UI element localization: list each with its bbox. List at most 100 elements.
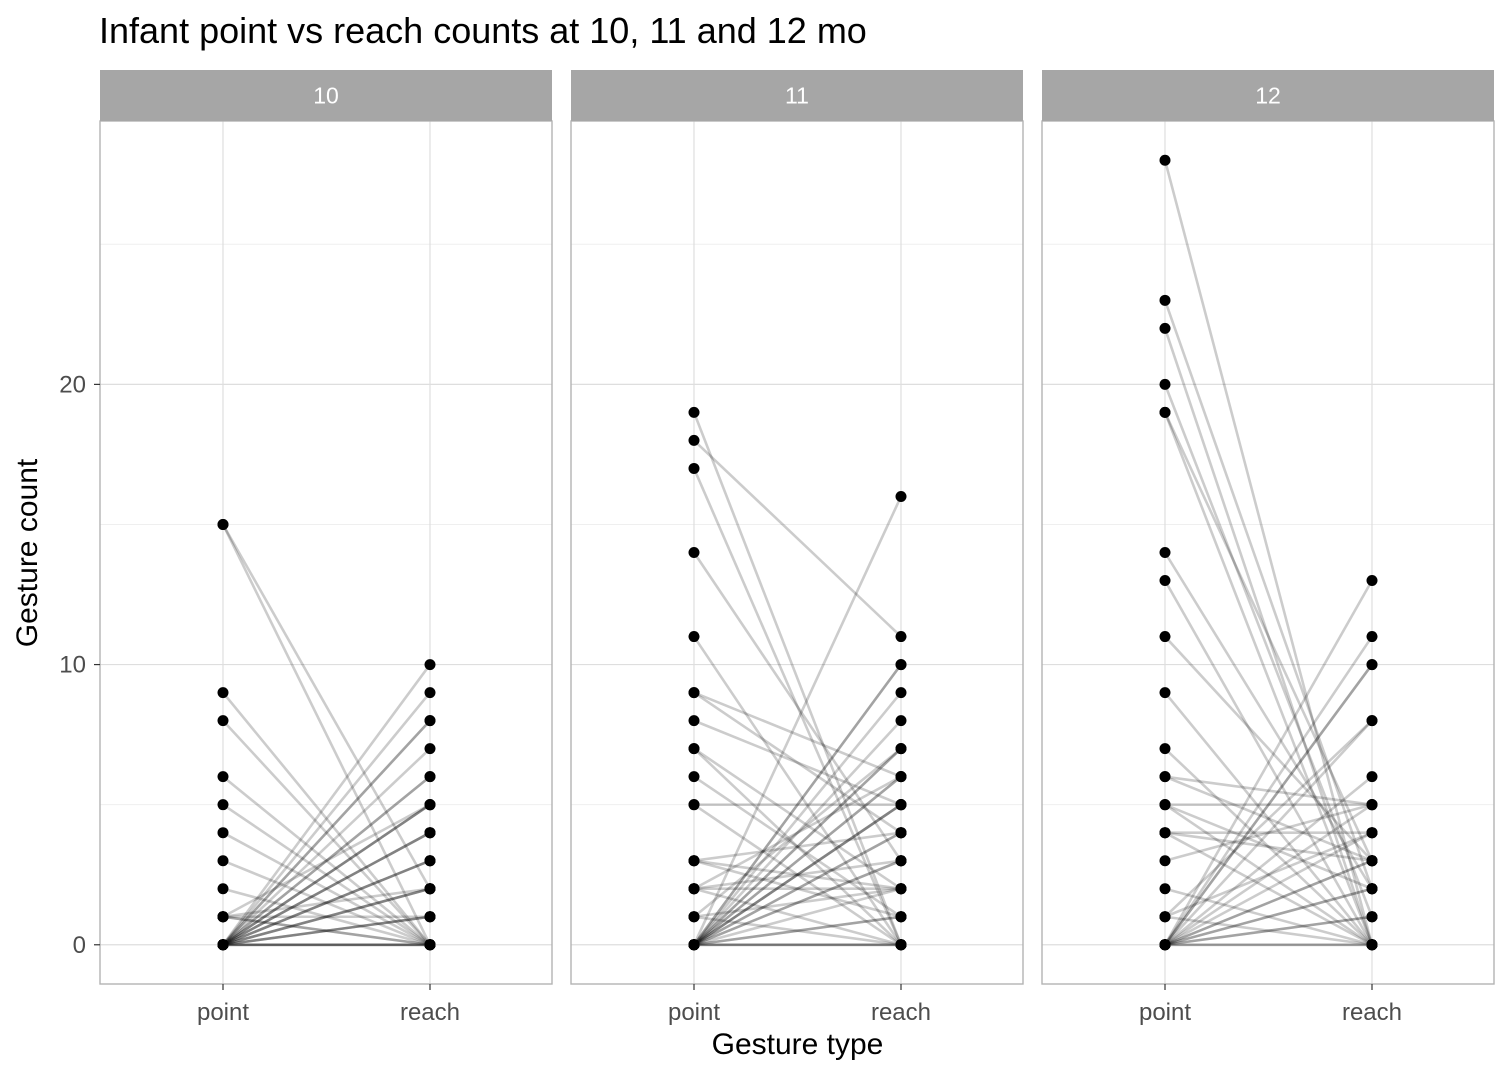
pair-line xyxy=(222,747,431,946)
y-axis-title: Gesture count xyxy=(11,458,44,648)
data-point-point xyxy=(217,799,229,811)
pair-line xyxy=(221,691,432,946)
data-point-point xyxy=(1159,575,1171,587)
data-point-reach xyxy=(424,687,436,699)
pair-line xyxy=(1163,411,1374,862)
data-point-reach xyxy=(424,827,436,839)
pair-line xyxy=(1163,411,1374,946)
data-point-point xyxy=(1159,799,1171,811)
data-point-point xyxy=(688,687,700,699)
data-point-reach xyxy=(424,799,436,811)
pair-line xyxy=(1164,719,1373,918)
data-point-reach xyxy=(1366,827,1378,839)
pair-line xyxy=(693,747,902,918)
pair-line xyxy=(693,719,902,806)
pair-line xyxy=(1164,747,1373,946)
pair-line xyxy=(222,831,431,946)
pair-line xyxy=(222,719,431,946)
pair-line xyxy=(1164,859,1373,946)
data-point-point xyxy=(1159,687,1171,699)
y-tick-label: 10 xyxy=(59,652,86,679)
pair-line xyxy=(221,523,432,946)
chart-title: Infant point vs reach counts at 10, 11 a… xyxy=(99,10,867,51)
pair-line xyxy=(222,915,431,947)
pair-line xyxy=(222,859,431,946)
pair-line xyxy=(693,915,902,947)
data-point-reach xyxy=(895,490,907,502)
data-point-point xyxy=(217,827,229,839)
facet-strip xyxy=(100,70,552,121)
data-point-reach xyxy=(895,883,907,895)
pair-line xyxy=(693,831,902,863)
pair-line xyxy=(222,803,431,946)
data-point-reach xyxy=(1366,911,1378,923)
data-point-point xyxy=(688,883,700,895)
data-point-point xyxy=(1159,322,1171,334)
data-point-reach xyxy=(1366,939,1378,951)
pair-line xyxy=(693,439,902,638)
pair-line xyxy=(693,803,902,946)
panel-border xyxy=(99,120,553,985)
pair-line xyxy=(1164,887,1373,947)
pair-line xyxy=(693,831,902,946)
data-point-reach xyxy=(895,827,907,839)
data-point-reach xyxy=(895,799,907,811)
pair-line xyxy=(693,859,902,946)
x-tick-label: reach xyxy=(400,999,460,1026)
data-point-reach xyxy=(424,855,436,867)
facet-strip-label: 12 xyxy=(1255,83,1281,109)
pair-line xyxy=(222,887,431,947)
pair-line xyxy=(1164,831,1373,946)
data-point-reach xyxy=(1366,575,1378,587)
pair-line xyxy=(222,803,431,918)
pair-line xyxy=(693,859,902,891)
pair-line xyxy=(221,663,432,946)
pair-line xyxy=(1164,915,1373,947)
facet-strip-label: 11 xyxy=(785,83,809,109)
pair-line xyxy=(693,803,902,946)
x-tick-label: reach xyxy=(871,999,931,1026)
data-point-point xyxy=(688,939,700,951)
x-tick-label: reach xyxy=(1342,999,1402,1026)
pair-line xyxy=(1163,327,1374,946)
pair-line xyxy=(1164,887,1373,947)
pair-line xyxy=(222,831,431,946)
pair-line xyxy=(693,859,902,946)
data-point-point xyxy=(1159,883,1171,895)
data-point-point xyxy=(1159,406,1171,418)
pair-line xyxy=(693,691,902,834)
pair-line xyxy=(693,887,902,919)
data-point-reach xyxy=(1366,855,1378,867)
data-point-point xyxy=(688,855,700,867)
pair-line xyxy=(692,495,903,946)
pair-line xyxy=(1164,831,1373,946)
pair-line xyxy=(1164,803,1373,946)
pair-line xyxy=(222,915,431,947)
data-point-point xyxy=(688,406,700,418)
pair-line xyxy=(1163,663,1374,946)
data-point-point xyxy=(1159,827,1171,839)
pair-line xyxy=(222,859,431,946)
data-point-point xyxy=(688,771,700,783)
pair-line xyxy=(222,915,431,947)
pair-line xyxy=(693,747,902,890)
pair-line xyxy=(222,915,431,947)
pair-line xyxy=(1164,803,1373,946)
pair-line xyxy=(1164,803,1373,862)
pair-line xyxy=(222,775,431,946)
data-point-point xyxy=(688,547,700,558)
data-point-point xyxy=(217,911,229,923)
data-point-reach xyxy=(424,659,436,671)
data-point-reach xyxy=(1366,771,1378,783)
pair-line xyxy=(222,803,431,946)
pair-line xyxy=(222,719,431,946)
facet-strip xyxy=(571,70,1023,121)
data-point-point xyxy=(1159,631,1171,643)
data-point-reach xyxy=(424,911,436,923)
pair-line xyxy=(692,551,903,862)
data-point-point xyxy=(217,771,229,783)
pair-line xyxy=(1163,159,1374,946)
pair-line xyxy=(221,523,432,890)
data-point-point xyxy=(217,715,229,727)
data-point-reach xyxy=(424,883,436,895)
